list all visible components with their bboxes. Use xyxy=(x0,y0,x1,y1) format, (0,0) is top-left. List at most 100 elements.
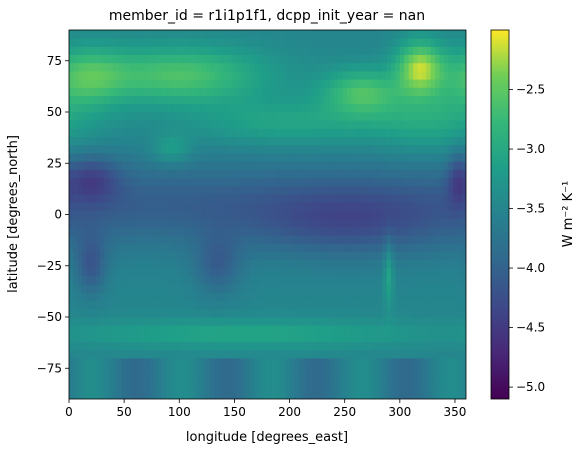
heatmap-cell xyxy=(152,38,158,47)
heatmap-cell xyxy=(285,38,290,47)
heatmap-cell xyxy=(223,325,229,334)
heatmap-cell xyxy=(426,226,432,236)
heatmap-cell xyxy=(364,177,370,187)
heatmap-cell xyxy=(439,79,445,88)
heatmap-cell xyxy=(373,161,379,170)
heatmap-cell xyxy=(99,161,105,170)
heatmap-cell xyxy=(443,144,449,154)
heatmap-cell xyxy=(391,54,396,64)
heatmap-cell xyxy=(373,210,379,219)
heatmap-cell xyxy=(421,120,427,129)
heatmap-cell xyxy=(258,62,264,72)
heatmap-cell xyxy=(210,136,215,146)
heatmap-cell xyxy=(417,120,423,129)
heatmap-cell xyxy=(241,251,246,260)
heatmap-cell xyxy=(333,284,339,293)
heatmap-cell xyxy=(342,390,348,399)
heatmap-cell xyxy=(307,46,313,55)
heatmap-cell xyxy=(227,382,233,392)
heatmap-cell xyxy=(307,153,313,162)
heatmap-cell xyxy=(201,103,207,113)
heatmap-cell xyxy=(324,284,330,293)
heatmap-cell xyxy=(241,194,246,203)
heatmap-cell xyxy=(77,251,83,260)
heatmap-cell xyxy=(227,194,233,203)
heatmap-cell xyxy=(413,177,418,187)
heatmap-cell xyxy=(426,300,432,310)
heatmap-cell xyxy=(179,120,185,129)
heatmap-cell xyxy=(91,62,96,72)
heatmap-cell xyxy=(271,226,277,236)
heatmap-cell xyxy=(435,374,440,383)
heatmap-cell xyxy=(139,325,145,334)
heatmap-cell xyxy=(113,276,118,285)
heatmap-cell xyxy=(351,161,357,170)
heatmap-cell xyxy=(426,95,432,105)
heatmap-cell xyxy=(285,194,290,203)
heatmap-cell xyxy=(196,300,202,310)
heatmap-cell xyxy=(395,38,401,47)
heatmap-cell xyxy=(452,333,458,342)
heatmap-cell xyxy=(298,95,304,105)
heatmap-cell xyxy=(289,103,295,113)
heatmap-cell xyxy=(316,226,321,236)
heatmap-cell xyxy=(205,390,211,399)
heatmap-cell xyxy=(311,243,317,252)
heatmap-cell xyxy=(99,349,105,359)
heatmap-cell xyxy=(73,54,79,64)
heatmap-cell xyxy=(113,169,118,178)
heatmap-cell xyxy=(232,284,238,293)
heatmap-cell xyxy=(355,194,361,203)
heatmap-cell xyxy=(413,390,418,399)
heatmap-cell xyxy=(382,284,387,293)
heatmap-cell xyxy=(166,210,171,219)
heatmap-cell xyxy=(298,276,304,285)
heatmap-cell xyxy=(218,144,224,154)
heatmap-cell xyxy=(77,169,83,178)
heatmap-cell xyxy=(320,226,326,236)
heatmap-cell xyxy=(108,317,114,326)
heatmap-cell xyxy=(196,284,202,293)
heatmap-cell xyxy=(188,325,193,334)
heatmap-cell xyxy=(104,333,110,342)
heatmap-cell xyxy=(130,226,136,236)
heatmap-cell xyxy=(408,103,414,113)
heatmap-cell xyxy=(148,153,154,162)
heatmap-cell xyxy=(386,153,392,162)
heatmap-cell xyxy=(148,243,154,252)
heatmap-cell xyxy=(457,226,462,236)
heatmap-cell xyxy=(148,382,154,392)
heatmap-cell xyxy=(223,210,229,219)
heatmap-cell xyxy=(232,243,238,252)
heatmap-cell xyxy=(179,259,185,269)
heatmap-cell xyxy=(95,226,101,236)
heatmap-cell xyxy=(121,79,127,88)
heatmap-cell xyxy=(377,333,383,342)
heatmap-cell xyxy=(311,325,317,334)
heatmap-cell xyxy=(399,341,405,351)
heatmap-cell xyxy=(218,382,224,392)
heatmap-cell xyxy=(399,390,405,399)
heatmap-cell xyxy=(355,267,361,277)
heatmap-cell xyxy=(311,333,317,342)
heatmap-cell xyxy=(73,153,79,162)
heatmap-cell xyxy=(86,349,92,359)
heatmap-cell xyxy=(135,382,140,392)
heatmap-cell xyxy=(457,218,462,228)
heatmap-cell xyxy=(448,259,454,269)
heatmap-cell xyxy=(404,292,410,301)
heatmap-cell xyxy=(338,194,343,203)
heatmap-cell xyxy=(227,202,233,211)
heatmap-cell xyxy=(271,358,277,367)
heatmap-cell xyxy=(263,267,268,277)
heatmap-cell xyxy=(311,276,317,285)
heatmap-cell xyxy=(298,194,304,203)
heatmap-cell xyxy=(386,185,392,195)
heatmap-cell xyxy=(236,71,242,80)
heatmap-cell xyxy=(218,103,224,113)
heatmap-cell xyxy=(152,194,158,203)
heatmap-cell xyxy=(360,235,365,244)
heatmap-cell xyxy=(377,267,383,277)
heatmap-cell xyxy=(117,112,123,121)
heatmap-cell xyxy=(91,87,96,96)
